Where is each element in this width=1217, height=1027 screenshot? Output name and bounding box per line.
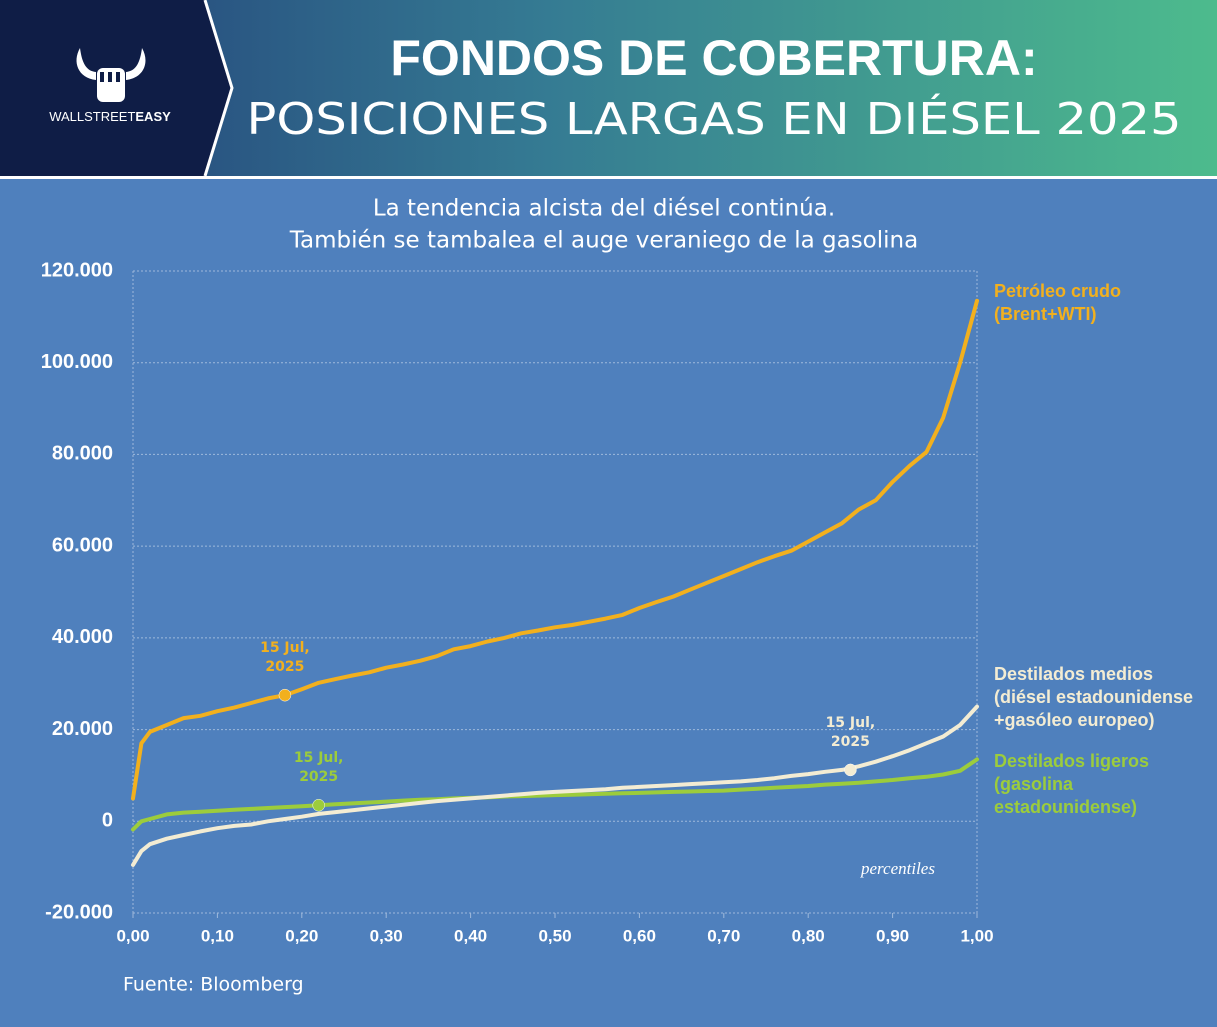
logo-detail <box>108 72 112 82</box>
title-line1: FONDOS DE COBERTURA: <box>390 30 1037 86</box>
x-tick-label: 0,30 <box>370 926 403 945</box>
y-tick-label: 60.000 <box>52 534 113 556</box>
legend-label: Destilados medios (diésel estadounidense… <box>994 664 1194 730</box>
subtitle: También se tambalea el auge veraniego de… <box>289 228 918 254</box>
x-tick-label: 0,70 <box>707 926 740 945</box>
legend-label: Petróleo crudo (Brent+WTI) <box>994 281 1122 324</box>
annotation-point <box>278 688 292 702</box>
brand-light: WALLSTREET <box>49 109 135 124</box>
annotation-label: 15 Jul, 2025 <box>260 640 310 676</box>
annotation-point <box>844 763 857 777</box>
x-tick-label: 0,60 <box>623 926 656 945</box>
logo-detail <box>116 72 120 82</box>
x-tick-label: 0,00 <box>116 926 149 945</box>
annotation-label: 15 Jul, 2025 <box>825 714 876 750</box>
x-tick-label: 0,20 <box>285 926 318 945</box>
brand: WALLSTREETEASY <box>49 109 171 124</box>
logo-detail <box>100 72 104 82</box>
y-tick-label: 100.000 <box>41 351 113 373</box>
legend-label: Destilados ligeros (gasolina estadounide… <box>994 751 1150 817</box>
y-tick-label: 40.000 <box>52 626 113 648</box>
annotation-label: 15 Jul, 2025 <box>293 750 344 786</box>
y-tick-label: -20.000 <box>45 901 113 923</box>
x-tick-label: 0,50 <box>538 926 571 945</box>
x-tick-label: 0,80 <box>792 926 825 945</box>
title-line2: POSICIONES LARGAS EN DIÉSEL 2025 <box>247 92 1182 145</box>
series-line <box>131 757 979 832</box>
x-tick-label: 0,90 <box>876 926 909 945</box>
logo-chevron <box>203 0 234 177</box>
x-tick-label: 1,00 <box>960 926 993 945</box>
y-tick-label: 20.000 <box>52 718 113 740</box>
x-tick-label: 0,10 <box>201 926 234 945</box>
header-divider <box>0 176 1217 179</box>
source: Fuente: Bloomberg <box>123 974 304 996</box>
series-line <box>131 704 979 867</box>
annotation-point <box>312 798 325 812</box>
subtitle: La tendencia alcista del diésel continúa… <box>373 196 835 222</box>
x-tick-label: 0,40 <box>454 926 487 945</box>
x-axis-label: percentiles <box>860 859 935 878</box>
brand-bold: EASY <box>135 109 171 124</box>
y-tick-label: 120.000 <box>41 259 113 281</box>
series-line <box>131 298 979 801</box>
y-tick-label: 80.000 <box>52 443 113 465</box>
y-tick-label: 0 <box>102 810 113 832</box>
